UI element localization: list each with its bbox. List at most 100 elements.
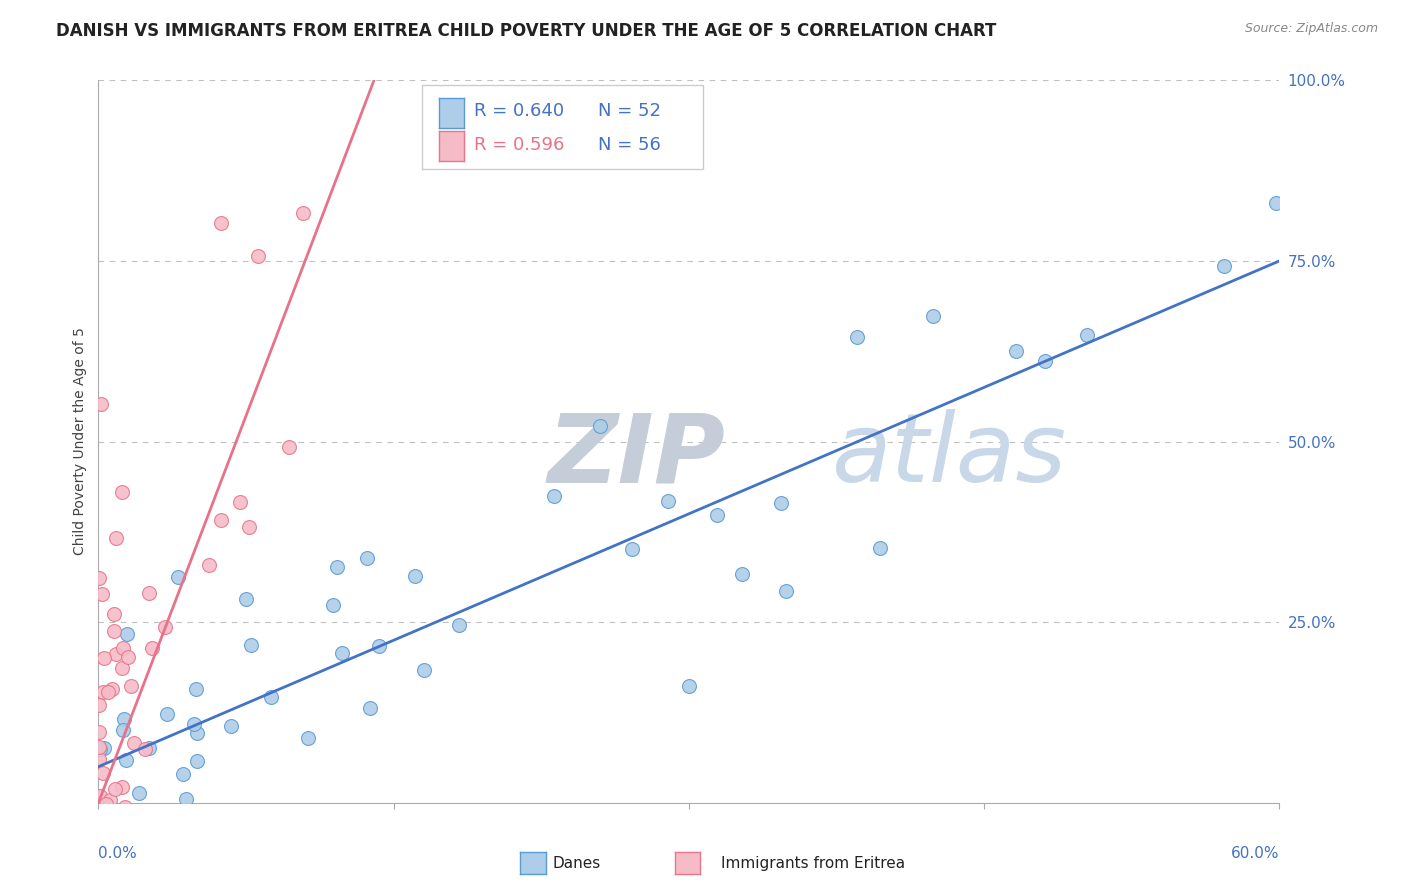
Point bbox=[322, 598, 344, 612]
Point bbox=[229, 495, 252, 509]
Text: R = 0.596: R = 0.596 bbox=[474, 136, 564, 153]
Point bbox=[112, 723, 135, 738]
Text: Source: ZipAtlas.com: Source: ZipAtlas.com bbox=[1244, 22, 1378, 36]
Point bbox=[238, 520, 260, 534]
Point bbox=[98, 792, 121, 806]
Point bbox=[706, 508, 728, 522]
Point bbox=[103, 607, 125, 621]
Point bbox=[1005, 344, 1028, 359]
Point bbox=[141, 805, 163, 820]
Text: R = 0.640: R = 0.640 bbox=[474, 103, 564, 120]
Point bbox=[621, 541, 644, 556]
Point bbox=[326, 559, 349, 574]
Point bbox=[589, 418, 612, 433]
Point bbox=[87, 571, 110, 585]
Point bbox=[110, 780, 132, 794]
Text: N = 56: N = 56 bbox=[598, 136, 661, 153]
Point bbox=[1033, 353, 1056, 368]
Point bbox=[681, 15, 703, 29]
Point bbox=[412, 663, 434, 677]
Y-axis label: Child Poverty Under the Age of 5: Child Poverty Under the Age of 5 bbox=[73, 327, 87, 556]
Point bbox=[100, 854, 122, 868]
Point bbox=[186, 754, 208, 768]
Point bbox=[219, 719, 242, 733]
Point bbox=[356, 551, 378, 566]
Point bbox=[111, 484, 134, 499]
Point bbox=[114, 799, 136, 814]
Point bbox=[138, 586, 160, 600]
Point bbox=[277, 440, 299, 454]
Point bbox=[330, 646, 353, 660]
Point bbox=[846, 330, 869, 344]
Point bbox=[115, 627, 138, 641]
Point bbox=[97, 854, 120, 868]
Point bbox=[87, 725, 110, 739]
Point bbox=[103, 624, 125, 638]
Point bbox=[91, 854, 114, 868]
Point bbox=[141, 640, 163, 655]
Point bbox=[89, 741, 111, 756]
Point bbox=[775, 584, 797, 599]
Point bbox=[112, 712, 135, 726]
Point bbox=[198, 558, 221, 572]
Point bbox=[769, 496, 792, 510]
Point bbox=[104, 647, 127, 661]
Point bbox=[107, 843, 129, 857]
Point bbox=[543, 489, 565, 503]
Point bbox=[91, 854, 114, 868]
Point bbox=[209, 216, 232, 230]
Point bbox=[260, 690, 283, 705]
Point bbox=[153, 620, 176, 634]
Point bbox=[155, 706, 177, 721]
Text: DANISH VS IMMIGRANTS FROM ERITREA CHILD POVERTY UNDER THE AGE OF 5 CORRELATION C: DANISH VS IMMIGRANTS FROM ERITREA CHILD … bbox=[56, 22, 997, 40]
Point bbox=[138, 740, 160, 755]
Point bbox=[148, 831, 170, 846]
Point bbox=[93, 740, 115, 755]
Point bbox=[104, 531, 127, 545]
Point bbox=[87, 752, 110, 766]
Point bbox=[91, 685, 114, 699]
Point bbox=[404, 569, 426, 583]
Point bbox=[87, 852, 110, 866]
Point bbox=[124, 831, 146, 846]
Point bbox=[94, 797, 117, 811]
Point bbox=[90, 396, 112, 410]
Point bbox=[688, 15, 710, 29]
Point bbox=[247, 249, 270, 263]
Point bbox=[167, 570, 190, 584]
Point bbox=[93, 765, 115, 780]
Point bbox=[235, 591, 257, 606]
Point bbox=[184, 682, 207, 697]
Point bbox=[183, 717, 205, 731]
Point bbox=[172, 767, 194, 781]
Point bbox=[800, 15, 823, 29]
Point bbox=[90, 820, 112, 834]
Text: N = 52: N = 52 bbox=[598, 103, 661, 120]
Point bbox=[186, 725, 208, 739]
Point bbox=[651, 15, 673, 29]
Point bbox=[922, 309, 945, 323]
Point bbox=[731, 567, 754, 582]
Point bbox=[97, 685, 120, 699]
Point bbox=[420, 15, 443, 29]
Point bbox=[291, 206, 314, 220]
Point bbox=[101, 681, 124, 696]
Point bbox=[447, 617, 470, 632]
Point bbox=[128, 787, 150, 801]
Point bbox=[103, 854, 125, 868]
Point bbox=[239, 638, 262, 652]
Point bbox=[91, 814, 114, 828]
Point bbox=[89, 789, 111, 804]
Point bbox=[117, 650, 139, 665]
Point bbox=[1212, 259, 1234, 273]
Point bbox=[97, 805, 120, 819]
Point bbox=[678, 679, 700, 693]
Point bbox=[104, 781, 127, 796]
Text: Danes: Danes bbox=[553, 856, 600, 871]
Point bbox=[134, 742, 156, 756]
Point bbox=[111, 661, 134, 675]
Point bbox=[368, 639, 391, 653]
Point bbox=[103, 817, 125, 831]
Text: 60.0%: 60.0% bbox=[1232, 847, 1279, 861]
Point bbox=[1076, 327, 1098, 342]
